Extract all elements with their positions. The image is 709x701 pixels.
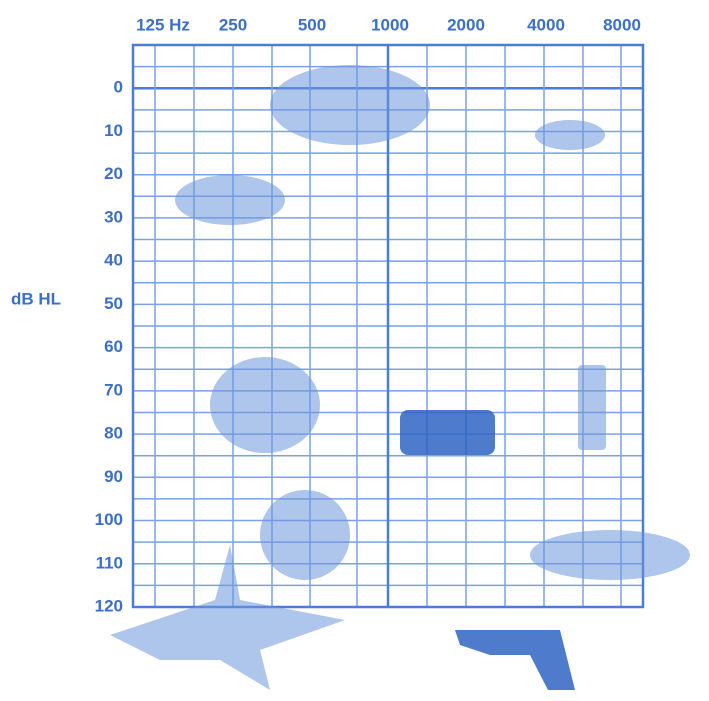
frequency-label: 250 [219, 15, 247, 34]
level-label: 90 [104, 467, 123, 486]
phone-illustration [578, 365, 606, 450]
dog-illustration [210, 357, 320, 453]
level-label: 20 [104, 164, 123, 183]
level-label: 0 [114, 78, 123, 97]
illustrations [110, 65, 690, 690]
faucet-illustration [175, 175, 285, 225]
level-label: 50 [104, 294, 123, 313]
level-axis-label: dB HL [11, 289, 61, 308]
bird-illustration [535, 120, 605, 150]
frequency-label: 125 Hz [136, 15, 190, 34]
revolver-illustration [455, 630, 575, 690]
labels: 125 Hz 250 500 1000 2000 4000 8000 0 10 20 30 40 50 6… [95, 15, 641, 615]
piano-illustration [400, 410, 495, 455]
leaves-illustration [270, 65, 430, 145]
saw-illustration [260, 490, 350, 580]
jet-illustration [110, 545, 345, 690]
level-label: 40 [104, 251, 123, 270]
level-label: 30 [104, 207, 123, 226]
frequency-label: 1000 [371, 15, 409, 34]
frequency-label: 8000 [603, 15, 641, 34]
frequency-label: 4000 [527, 15, 565, 34]
level-label: 120 [95, 596, 123, 615]
plane-illustration [530, 530, 690, 580]
level-label: 70 [104, 380, 123, 399]
level-label: 80 [104, 424, 123, 443]
grid-border [131, 43, 645, 609]
level-label: 100 [95, 510, 123, 529]
frequency-label: 500 [298, 15, 326, 34]
level-label: 60 [104, 337, 123, 356]
grid [131, 43, 645, 609]
level-label: 10 [104, 121, 123, 140]
frequency-label: 2000 [447, 15, 485, 34]
level-label: 110 [96, 553, 123, 572]
